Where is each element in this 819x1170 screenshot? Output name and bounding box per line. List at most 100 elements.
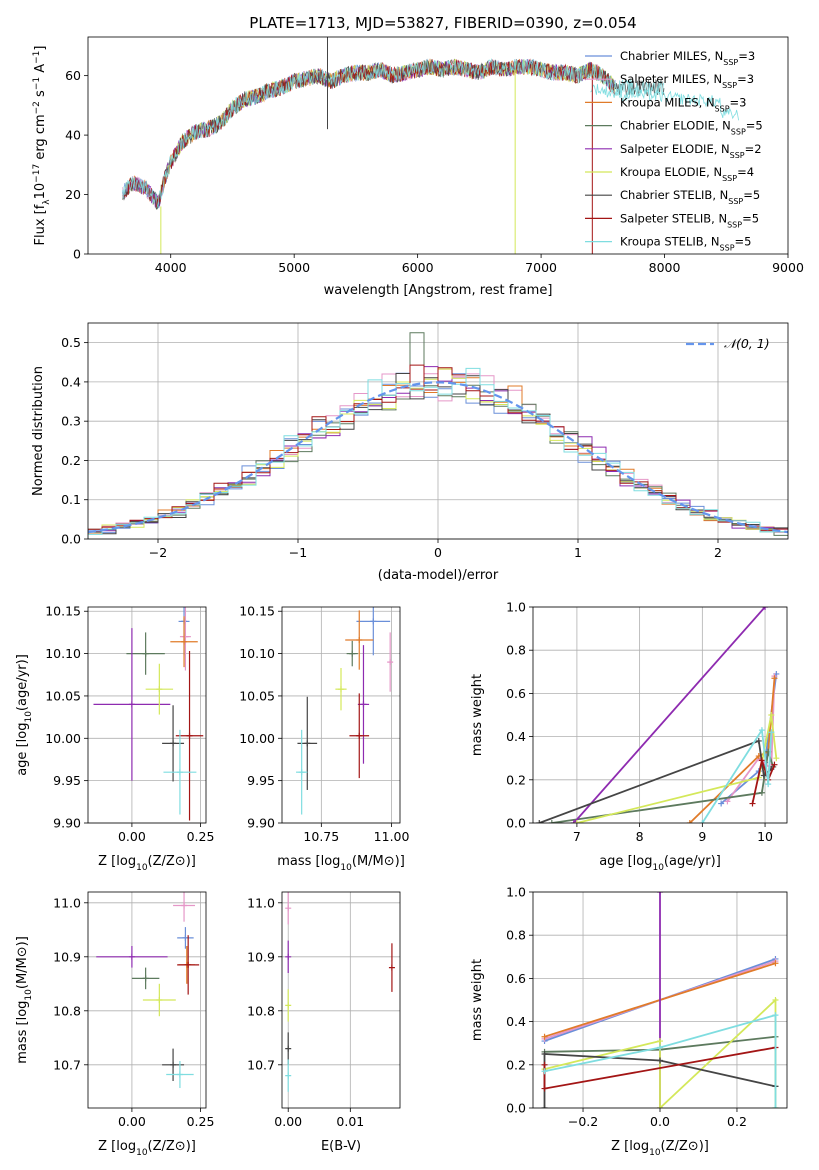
spectrum-series-kroupa_elodie — [160, 58, 616, 195]
weight-marker-salpeter_miles — [724, 798, 731, 805]
legend-suffix: =3 — [730, 95, 747, 109]
weight-marker-salpeter_stelib — [771, 761, 778, 768]
histogram-kroupa_stelib — [88, 367, 788, 539]
x-tick-label: 0.2 — [727, 1114, 747, 1129]
marker-salpeter_stelib — [388, 964, 395, 971]
label-part: 10 — [24, 711, 34, 723]
legend-label-chabrier_elodie: Chabrier ELODIE, NSSP=5 — [620, 119, 763, 137]
label-part: −1 — [32, 77, 42, 90]
marker-kroupa_stelib — [285, 1072, 292, 1079]
marker-salpeter_elodie — [360, 701, 367, 708]
x-tick-label: −2 — [149, 545, 167, 560]
weight-marker-salpeter_stelib — [541, 1085, 548, 1092]
label-part: mass weight — [470, 959, 485, 1041]
y-tick-label: 10.00 — [45, 731, 81, 746]
weight-marker-chabrier_stelib — [657, 1057, 663, 1064]
y-tick-label: 10.05 — [45, 688, 81, 703]
age_vs_mass-axes: 10.75 11.00 9.90 9.95 10.00 10.05 10.10 10.15 — [239, 604, 409, 844]
x-axis-label: (data-model)/error — [378, 568, 499, 583]
label-part: s — [33, 90, 48, 101]
weight-marker-chabrier_stelib — [755, 737, 762, 744]
label-part: (Z/Z⊙)] — [661, 1139, 709, 1154]
y-tick-label: 10.9 — [247, 949, 275, 964]
y-tick-label: 11.0 — [247, 895, 275, 910]
x-tick-label: 7 — [573, 829, 581, 844]
x-axis-label: Z [log10(Z/Z⊙)] — [98, 854, 196, 873]
weight_vs_age-lines — [536, 607, 780, 823]
x-tick-label: 7000 — [525, 260, 557, 275]
legend-sub: SSP — [722, 174, 737, 183]
y-tick-label: 0 — [73, 247, 81, 262]
mass_vs_ebv-axes: 0.00 0.01 10.7 10.8 10.9 11.0 — [247, 892, 400, 1129]
weight_vs_age-frame — [532, 606, 788, 824]
weight-marker-kroupa_stelib — [541, 1068, 548, 1075]
weight_vs_Z-frame — [532, 891, 788, 1109]
label-part: age [ — [15, 742, 30, 775]
marker-chabrier_stelib — [170, 1061, 177, 1068]
y-tick-label: 10.05 — [239, 688, 275, 703]
label-part: Z [ — [98, 854, 116, 869]
y-tick-label: 1.0 — [506, 600, 526, 615]
x-tick-label: 9000 — [772, 260, 804, 275]
x-tick-label: 9 — [698, 829, 706, 844]
y-tick-label: 10.7 — [53, 1057, 81, 1072]
x-tick-label: 0 — [434, 545, 442, 560]
y-tick-label: 0.6 — [506, 686, 526, 701]
label-part: Normed distribution — [31, 366, 46, 496]
label-part: erg cm — [33, 114, 48, 163]
legend-label-chabrier_miles: Chabrier MILES, NSSP=3 — [620, 49, 755, 67]
label-part: −1 — [32, 51, 42, 64]
legend-label-kroupa_miles: Kroupa MILES, NSSP=3 — [620, 95, 746, 113]
weight_vs_Z-axes: −0.2 0.0 0.2 0.0 0.2 0.4 0.6 0.8 1.0 — [506, 885, 787, 1129]
y-tick-label: 0.5 — [61, 335, 81, 350]
x-tick-label: 4000 — [155, 260, 187, 275]
legend-label-kroupa_elodie: Kroupa ELODIE, NSSP=4 — [620, 165, 754, 183]
weight-marker-kroupa_elodie — [768, 712, 775, 718]
spectrum-lines — [122, 37, 739, 254]
legend-text: Kroupa STELIB, N — [620, 235, 720, 249]
label-part: 10 — [33, 183, 48, 200]
y-tick-label: 0.1 — [61, 492, 81, 507]
x-tick-label: 5000 — [278, 260, 310, 275]
marker-salpeter_elodie — [128, 953, 135, 960]
label-part: log — [15, 1001, 30, 1021]
age_vs_Z-points — [93, 607, 204, 821]
x-tick-label: 0.25 — [187, 1114, 215, 1129]
marker-kroupa_elodie — [156, 997, 163, 1003]
x-tick-label: 0.00 — [274, 1114, 302, 1129]
weight-marker-chabrier_stelib — [541, 1051, 548, 1057]
y-axis-label: age [log10(age/yr)] — [15, 654, 34, 776]
label-part: −17 — [32, 164, 42, 183]
marker-chabrier_elodie — [349, 650, 356, 657]
age_vs_Z-frame — [87, 606, 207, 824]
marker-kroupa_stelib — [176, 769, 183, 776]
weight-marker-kroupa_elodie — [573, 820, 580, 823]
legend-suffix: =2 — [745, 142, 762, 156]
age_vs_mass-points — [296, 607, 394, 815]
weight-line-kroupa_stelib — [701, 727, 773, 823]
age_vs_mass-frame — [281, 606, 401, 824]
label-part: log — [633, 854, 653, 869]
weight-marker-kroupa_stelib — [657, 1044, 663, 1051]
weight_vs_age-axes: 7 8 9 10 0.0 0.2 0.4 0.6 0.8 1.0 — [506, 600, 787, 844]
legend-suffix: =5 — [742, 211, 759, 225]
marker-chabrier_elodie — [142, 650, 149, 657]
label-part: mass [ — [277, 854, 320, 869]
marker-chabrier_stelib — [285, 1045, 292, 1052]
histogram-group — [88, 332, 788, 539]
weight-marker-kroupa_miles — [541, 1033, 548, 1040]
legend-text: Kroupa ELODIE, N — [620, 165, 722, 179]
legend-suffix: =3 — [738, 49, 755, 63]
marker-kroupa_miles — [356, 637, 363, 644]
x-tick-label: 10 — [757, 829, 773, 844]
x-tick-label: −1 — [289, 545, 307, 560]
legend-suffix: =5 — [735, 235, 752, 249]
y-axis-label: Normed distribution — [31, 366, 46, 496]
y-axis-label: Flux [fλ10−17 erg cm−2 s−1 A−1] — [32, 46, 52, 246]
x-tick-label: 0.00 — [118, 1114, 146, 1129]
weight-marker-salpeter_stelib — [541, 1061, 548, 1068]
x-tick-label: 2 — [714, 545, 722, 560]
weight-line-chabrier_stelib — [538, 739, 772, 823]
mass_vs_Z-axes: 0.00 0.25 10.7 10.8 10.9 11.0 — [53, 892, 214, 1129]
y-tick-label: 0.0 — [506, 816, 526, 831]
